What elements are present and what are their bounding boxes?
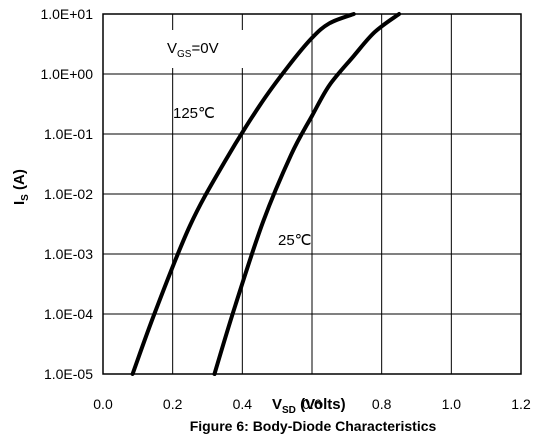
y-axis-title-main: I	[11, 201, 28, 205]
plot-area-frame	[102, 13, 522, 375]
y-axis-title: IS (A)	[11, 169, 31, 205]
condition-label: VGS=0V	[167, 40, 219, 60]
grid-lines	[103, 14, 521, 374]
x-tick-label: 0.2	[163, 396, 183, 412]
x-axis-title-main: V	[272, 396, 282, 413]
condition-rest: =0V	[191, 40, 218, 57]
x-tick-label: 0.4	[233, 396, 253, 412]
y-axis-title-sub: S	[20, 194, 31, 201]
series-line-125c	[130, 12, 356, 376]
series-label-25c: 25℃	[278, 232, 312, 249]
x-tick-label: 0.6	[302, 396, 322, 412]
condition-main: V	[167, 40, 177, 57]
y-tick-label: 1.0E-03	[44, 246, 93, 262]
x-axis-title: VSD (Volts)	[272, 396, 346, 416]
series-line-25c	[212, 12, 402, 376]
y-tick-label: 1.0E-01	[44, 126, 93, 142]
y-tick-label: 1.0E-05	[44, 366, 93, 382]
y-tick-label: 1.0E+00	[40, 66, 93, 82]
x-axis-title-sub: SD	[282, 405, 296, 416]
x-tick-label: 1.0	[442, 396, 462, 412]
x-tick-label: 1.2	[511, 396, 531, 412]
x-tick-label: 0.8	[372, 396, 392, 412]
figure-caption: Figure 6: Body-Diode Characteristics	[190, 418, 437, 434]
x-axis-title-rest: (Volts)	[296, 396, 346, 413]
y-tick-label: 1.0E-04	[44, 306, 93, 322]
x-tick-labels: 0.0 0.2 0.4 0.6 0.8 1.0 1.2	[93, 396, 531, 412]
y-tick-labels: 1.0E-05 1.0E-04 1.0E-03 1.0E-02 1.0E-01 1.0E+…	[40, 6, 93, 382]
y-tick-label: 1.0E-02	[44, 186, 93, 202]
condition-sub: GS	[177, 49, 192, 60]
x-tick-label: 0.0	[93, 396, 113, 412]
y-axis-title-rest: (A)	[11, 169, 28, 194]
condition-label-box	[160, 30, 258, 68]
series-label-125c: 125℃	[173, 105, 215, 122]
series-lines	[130, 12, 402, 376]
y-tick-label: 1.0E+01	[40, 6, 93, 22]
